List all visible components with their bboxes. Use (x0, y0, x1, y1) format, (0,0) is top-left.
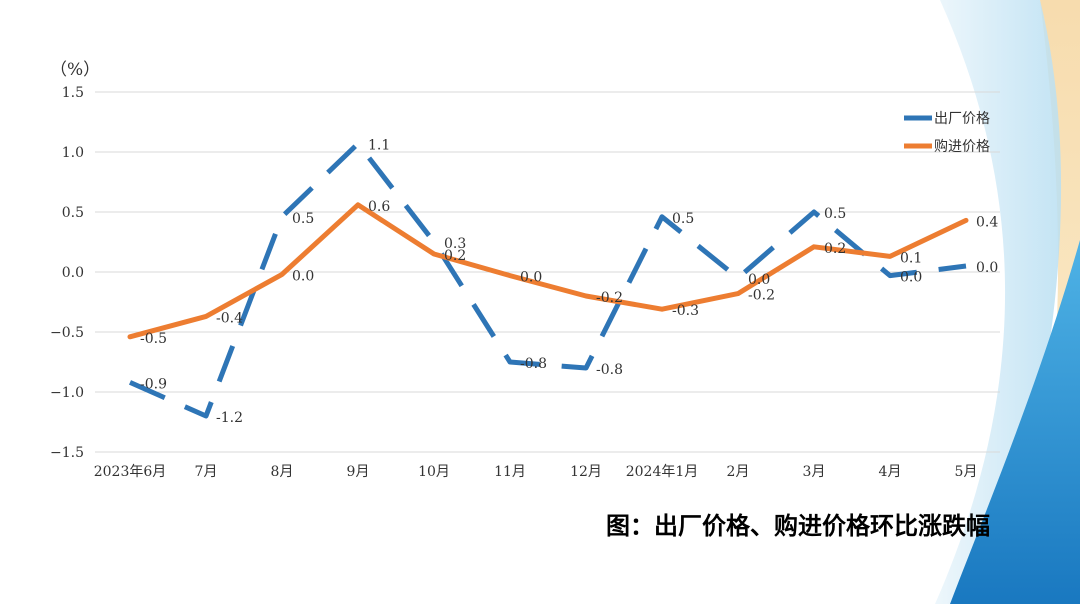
data-label: 0.0 (292, 268, 314, 284)
x-tick-label: 4月 (879, 464, 902, 480)
series-lines (127, 141, 969, 419)
data-label: -0.4 (216, 310, 243, 326)
x-tick-label: 8月 (271, 464, 294, 480)
x-tick-label: 2月 (727, 464, 750, 480)
y-axis-unit-label: （%） (50, 60, 101, 80)
series-line-output-price (128, 141, 967, 419)
data-label: 0.5 (672, 211, 694, 227)
x-tick-label: 12月 (570, 464, 602, 480)
chart-caption: 图：出厂价格、购进价格环比涨跌幅 (606, 512, 990, 540)
data-label: -1.2 (216, 410, 243, 426)
x-tick-label: 2024年1月 (626, 464, 699, 480)
x-tick-label: 2023年6月 (94, 464, 167, 480)
data-label: 0.2 (444, 248, 466, 264)
data-label: 0.0 (900, 270, 922, 286)
data-label: 0.5 (292, 211, 314, 227)
data-label: -0.2 (748, 288, 775, 304)
x-tick-label: 5月 (955, 464, 978, 480)
x-tick-label: 3月 (803, 464, 826, 480)
x-tick-label: 11月 (494, 464, 526, 480)
x-tick-label: 7月 (195, 464, 218, 480)
data-label: 0.3 (444, 236, 466, 252)
data-label: 0.1 (900, 250, 922, 266)
gridlines (95, 91, 1000, 453)
x-tick-label: 10月 (418, 464, 450, 480)
y-tick-label: −1.5 (50, 445, 84, 461)
data-label: -0.8 (596, 362, 623, 378)
legend-label: 出厂价格 (934, 111, 990, 127)
data-label: 0.5 (824, 206, 846, 222)
data-label: -0.3 (672, 303, 699, 319)
y-tick-label: −0.5 (50, 325, 84, 341)
data-labels: -0.9 -1.2 0.5 1.1 0.3 -0.8 -0.8 0.5 0.0 0.5 0.0 0.0… (140, 138, 998, 426)
y-tick-label: 1.5 (62, 85, 84, 101)
data-label: 1.1 (368, 138, 390, 154)
y-tick-label: 0.5 (62, 205, 84, 221)
data-label: -0.2 (596, 290, 623, 306)
y-tick-label: 1.0 (62, 145, 84, 161)
decor-blue-wave (950, 240, 1080, 604)
data-label: -0.8 (520, 356, 547, 372)
y-tick-label: −1.0 (50, 385, 84, 401)
y-tick-labels: 1.5 1.0 0.5 0.0 −0.5 −1.0 −1.5 (50, 85, 84, 461)
data-label: 0.0 (976, 260, 998, 276)
data-label: 0.0 (748, 272, 770, 288)
series-line-purchase-price (127, 202, 969, 340)
data-label: 0.4 (976, 214, 998, 230)
x-tick-label: 9月 (347, 464, 370, 480)
legend-label: 购进价格 (934, 139, 990, 155)
data-label: 0.2 (824, 241, 846, 257)
y-tick-label: 0.0 (62, 265, 84, 281)
x-tick-labels: 2023年6月 7月 8月 9月 10月 11月 12月 2024年1月 2月 3月 4月 5月 (94, 464, 978, 480)
data-label: -0.5 (140, 331, 167, 347)
data-label: 0.0 (520, 270, 542, 286)
data-label: 0.6 (368, 199, 390, 215)
decor-light-wave (935, 0, 1062, 604)
data-label: -0.9 (140, 376, 167, 392)
